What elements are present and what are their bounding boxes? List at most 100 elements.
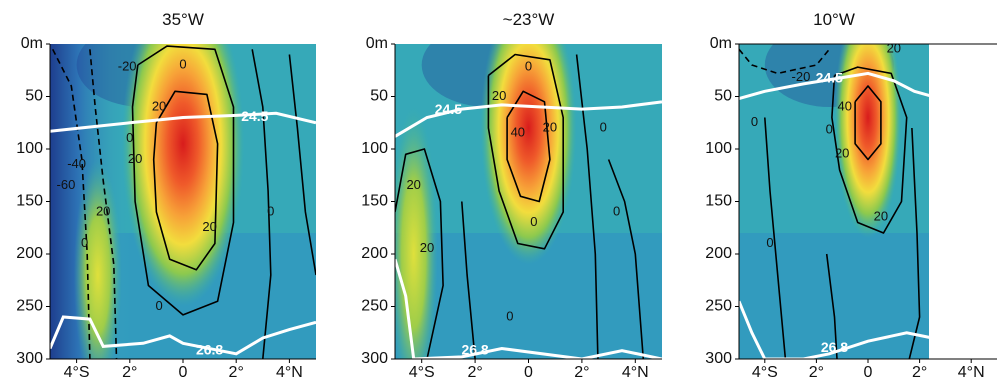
subsurface-band-1 <box>73 159 122 359</box>
contour-line-2 <box>152 90 219 271</box>
chart-panel-1: -20 0202000020-40-6002024.526.80m50100150… <box>16 10 316 381</box>
contour-label: 0 <box>766 235 773 250</box>
y-tick-label: 150 <box>705 193 732 210</box>
contour-label: 40 <box>838 98 852 113</box>
y-tick-label: 300 <box>16 350 43 367</box>
contour-label: 0 <box>751 114 758 129</box>
y-tick-label: 0m <box>21 35 43 52</box>
contour-line-1 <box>487 53 564 250</box>
contour-label: 0 <box>155 298 162 313</box>
y-tick-label: 200 <box>16 245 43 262</box>
x-tick-label: 2° <box>122 364 137 381</box>
isopycnal-label: 24.5 <box>816 69 843 85</box>
x-tick-label: 2° <box>229 364 244 381</box>
contour-label: 0 <box>530 214 537 229</box>
y-tick-label: 150 <box>16 193 43 210</box>
contour-label: -60 <box>57 177 76 192</box>
contour-label: 20 <box>874 209 888 224</box>
y-tick-label: 0m <box>366 35 388 52</box>
contour-line-5 <box>461 201 476 359</box>
contour-label: -40 <box>67 156 86 171</box>
y-tick-label: 100 <box>361 140 388 157</box>
y-tick-label: 100 <box>16 140 43 157</box>
contour-label: 20 <box>96 203 110 218</box>
contour-label: 0 <box>179 56 186 71</box>
contour-line-4 <box>764 117 787 359</box>
contour-line-6 <box>908 127 921 359</box>
y-tick-label: 50 <box>25 88 43 105</box>
y-tick-label: 100 <box>705 140 732 157</box>
y-tick-label: 250 <box>361 298 388 315</box>
contour-line-1 <box>831 66 908 234</box>
isopycnal-label: 26.8 <box>821 339 848 355</box>
isopycnal-26-8 <box>50 315 316 356</box>
panel-title: 35°W <box>162 10 204 29</box>
panel-title: ~23°W <box>503 10 555 29</box>
y-tick-label: 200 <box>361 245 388 262</box>
undercurrent-core <box>480 44 577 265</box>
x-tick-label: 0 <box>864 364 873 381</box>
y-tick-label: 250 <box>16 298 43 315</box>
x-tick-label: 2° <box>467 364 482 381</box>
contour-label: 0 <box>81 235 88 250</box>
contour-label: 20 <box>420 240 434 255</box>
deep-shade <box>739 233 929 359</box>
isopycnal-26-8 <box>739 300 929 359</box>
contour-line-5 <box>251 49 272 359</box>
isopycnal-label: 26.8 <box>196 341 223 357</box>
contour-line-1 <box>131 45 235 316</box>
y-tick-label: 300 <box>361 350 388 367</box>
contour-label: 0 <box>126 130 133 145</box>
x-tick-label: 4°S <box>752 364 778 381</box>
x-tick-label: 4°N <box>958 364 985 381</box>
contour-line-3 <box>739 48 830 75</box>
contour-label: 20 <box>543 119 557 134</box>
x-tick-label: 2° <box>912 364 927 381</box>
undercurrent-core <box>121 44 245 307</box>
y-tick-label: 50 <box>370 88 388 105</box>
contour-line-3 <box>395 148 444 359</box>
contour-label: -20 <box>792 69 811 84</box>
contour-label: 20 <box>492 88 506 103</box>
contour-label: 20 <box>128 151 142 166</box>
y-tick-label: 150 <box>361 193 388 210</box>
isopycnal-24-5 <box>395 100 662 138</box>
x-tick-label: 2° <box>574 364 589 381</box>
isopycnal-24-5 <box>50 111 316 133</box>
y-tick-label: 250 <box>705 298 732 315</box>
contour-line-3 <box>51 48 91 359</box>
field: -20 0 20 20 0 0 0 20 -40 -60 0 20 24.5 26.8 <box>50 44 316 359</box>
contour-label: 20 <box>152 98 166 113</box>
contour-label: 20 <box>835 146 849 161</box>
x-tick-label: 4°N <box>622 364 649 381</box>
contour-label: 0 <box>826 122 833 137</box>
contour-label: 20 <box>202 219 216 234</box>
contour-line-6 <box>288 54 316 276</box>
x-tick-label: 4°S <box>409 364 435 381</box>
x-tick-label: 4°S <box>64 364 90 381</box>
contour-label: 0 <box>267 203 274 218</box>
isopycnal-24-5 <box>739 71 929 101</box>
x-tick-label: 0 <box>524 364 533 381</box>
y-tick-label: 50 <box>714 88 732 105</box>
x-tick-label: 2° <box>809 364 824 381</box>
isopycnal-label: 26.8 <box>461 341 488 357</box>
y-tick-label: 0m <box>710 35 732 52</box>
contour-line-6 <box>607 159 645 359</box>
isopycnal-label: 24.5 <box>435 101 462 117</box>
contour-line-2 <box>506 90 551 203</box>
x-tick-label: 4°N <box>276 364 303 381</box>
undercurrent-core <box>834 44 902 239</box>
contour-label: 0 <box>525 59 532 74</box>
contour-line-2 <box>854 85 882 161</box>
contour-label: 0 <box>929 193 936 208</box>
contour-label: 0 <box>613 203 620 218</box>
contour-label: -20 <box>118 59 137 74</box>
isopycnal-label: 24.5 <box>241 108 268 124</box>
contour-label: 0 <box>600 119 607 134</box>
contour-label: 20 <box>406 177 420 192</box>
contour-line-5 <box>825 253 838 359</box>
